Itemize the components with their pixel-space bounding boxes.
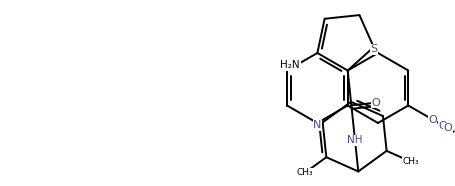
- Text: S: S: [370, 44, 377, 54]
- Text: CH₃: CH₃: [402, 157, 419, 166]
- Text: O: O: [371, 98, 380, 108]
- Text: O: O: [443, 123, 452, 133]
- Text: CH₃: CH₃: [297, 168, 313, 177]
- Text: NH: NH: [347, 135, 363, 145]
- Text: O: O: [428, 115, 437, 124]
- Text: N: N: [313, 120, 322, 130]
- Text: H₂N: H₂N: [280, 60, 300, 70]
- Text: O: O: [439, 121, 448, 131]
